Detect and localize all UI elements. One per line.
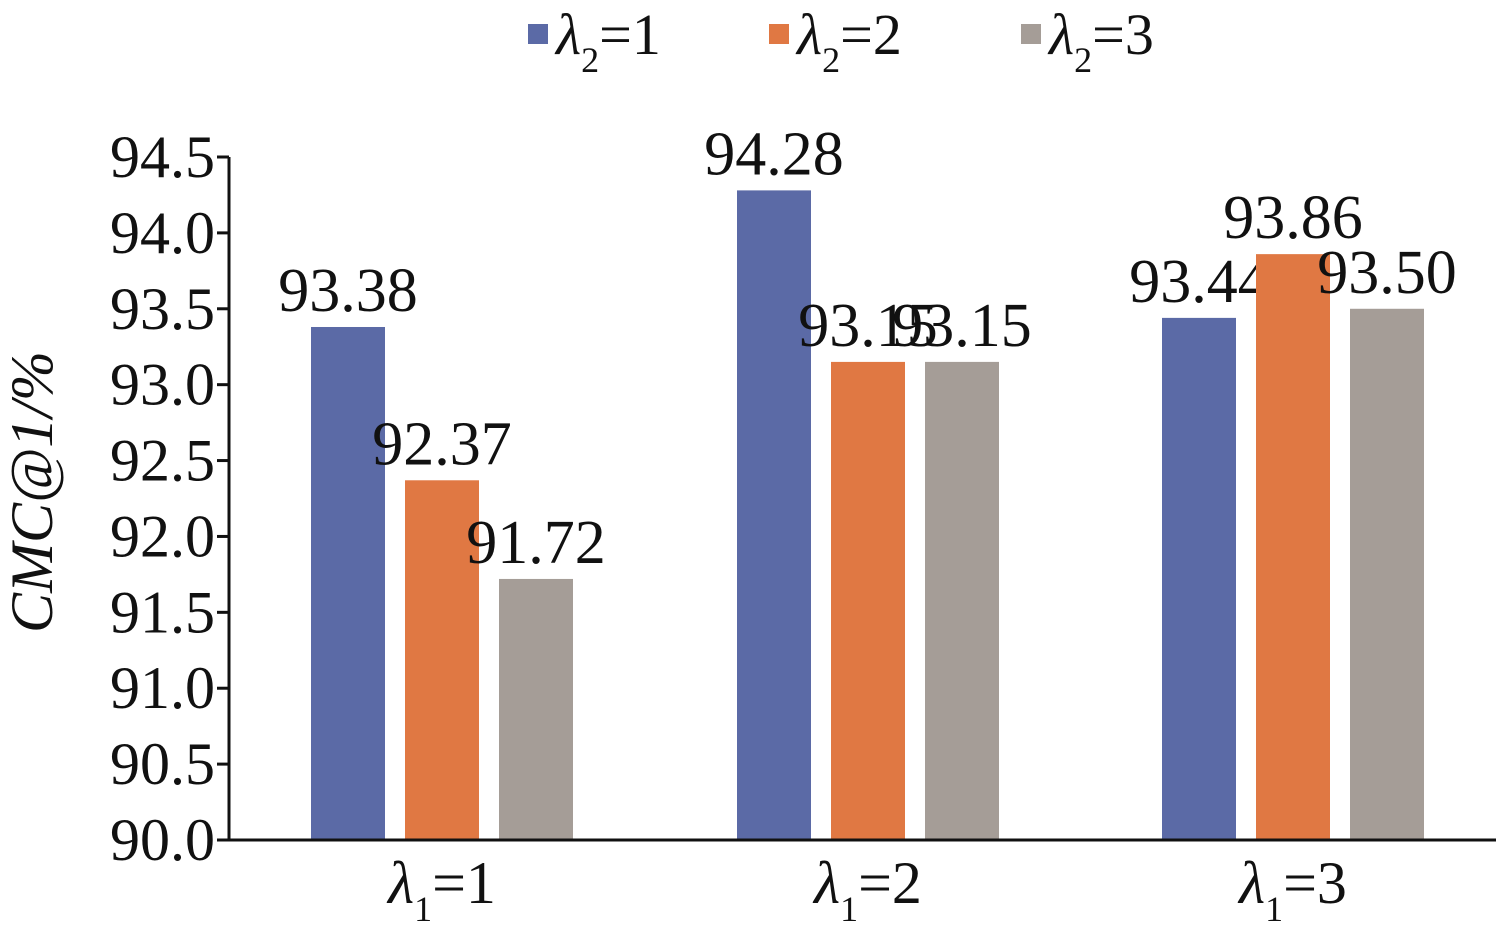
legend-swatch (528, 24, 548, 44)
y-tick-label: 92.0 (110, 503, 215, 569)
y-tick-label: 93.0 (110, 352, 215, 418)
y-tick-label: 94.5 (110, 124, 215, 190)
y-tick-label: 93.5 (110, 276, 215, 342)
bar (311, 326, 385, 841)
y-axis: 90.0 90.5 91.0 91.5 92.0 92.5 93.0 93.5 94.0 94.5 (110, 124, 231, 873)
y-tick-label: 91.5 (110, 579, 215, 645)
data-label: 93.86 (1223, 184, 1363, 252)
bar (831, 361, 905, 840)
legend-label: λ2=2 (795, 2, 902, 80)
x-tick-label: λ1=2 (812, 850, 922, 929)
legend-label: λ2=3 (1047, 2, 1154, 80)
bar (1256, 254, 1330, 841)
x-tick-label: λ1=1 (386, 850, 496, 929)
bar (405, 480, 479, 840)
bar (1350, 308, 1424, 840)
y-axis-label: CMC@1/% (0, 351, 65, 633)
bars: 93.38 94.28 93.44 92.37 93.15 93.86 91.72 93.15… (278, 120, 1457, 841)
data-label: 93.38 (278, 257, 418, 325)
legend-swatch (769, 24, 789, 44)
data-label: 93.44 (1129, 248, 1269, 316)
legend-label: λ2=1 (554, 2, 661, 80)
data-label: 93.15 (798, 292, 938, 360)
y-tick-label: 90.5 (110, 731, 215, 797)
bar (499, 578, 573, 840)
bar (737, 190, 811, 840)
x-tick-label: λ1=3 (1237, 850, 1347, 929)
bar (925, 361, 999, 840)
y-tick-label: 92.5 (110, 428, 215, 494)
data-label: 92.37 (372, 410, 512, 478)
legend: λ2=1 λ2=2 λ2=3 (528, 2, 1154, 80)
y-tick-label: 90.0 (110, 807, 215, 873)
bar (1162, 317, 1236, 841)
x-axis: λ1=1 λ1=2 λ1=3 (229, 838, 1496, 929)
data-label: 93.50 (1317, 239, 1457, 307)
y-tick-label: 91.0 (110, 655, 215, 721)
legend-swatch (1021, 24, 1041, 44)
data-label: 93.15 (892, 292, 1032, 360)
data-label: 94.28 (704, 120, 844, 188)
data-label: 91.72 (466, 509, 606, 577)
y-tick-label: 94.0 (110, 200, 215, 266)
